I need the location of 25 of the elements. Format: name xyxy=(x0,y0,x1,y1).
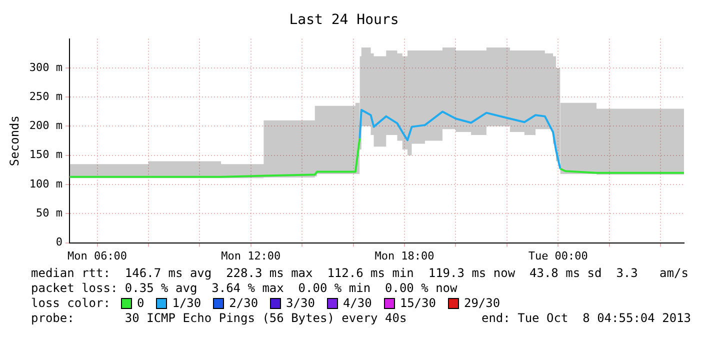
legend-label: 4/30 xyxy=(342,296,372,311)
legend-label: 29/30 xyxy=(464,296,500,311)
y-tick-label: 50 m xyxy=(36,206,63,220)
legend-label: 2/30 xyxy=(229,296,258,311)
y-tick-label: 100 m xyxy=(29,177,63,190)
text: packet loss: 0.35 % avg 3.64 % max 0.00 % min 0.00 % now xyxy=(31,281,458,296)
chart-title: Last 24 Hours xyxy=(289,12,399,28)
legend-label: 3/30 xyxy=(286,296,315,311)
x-tick-label: Tue 00:00 xyxy=(528,249,588,262)
legend-title: loss color: xyxy=(31,296,112,311)
y-tick-label: 250 m xyxy=(29,90,63,103)
x-tick-label: Mon 18:00 xyxy=(374,249,434,262)
text: end: Tue Oct 8 04:55:04 2013 xyxy=(481,311,691,326)
y-tick-label: 200 m xyxy=(29,119,63,132)
legend-label: 0 xyxy=(137,296,144,311)
text: probe: 30 ICMP Echo Pings (56 Bytes) every 40s xyxy=(31,311,407,326)
legend-label: 1/30 xyxy=(172,296,202,311)
x-tick-label: Mon 06:00 xyxy=(67,249,128,262)
y-tick-label: 150 m xyxy=(29,148,63,162)
x-tick-label: Mon 12:00 xyxy=(221,249,281,262)
y-axis-title: Seconds xyxy=(7,116,22,166)
legend-label: 15/30 xyxy=(400,296,436,311)
y-tick-label: 300 m xyxy=(29,60,63,74)
y-tick-label: 0 xyxy=(56,236,63,249)
text: median rtt: 146.7 ms avg 228.3 ms max 112.6 ms min 119.3 ms now 43.8 ms sd 3.3 am/s xyxy=(31,266,690,281)
